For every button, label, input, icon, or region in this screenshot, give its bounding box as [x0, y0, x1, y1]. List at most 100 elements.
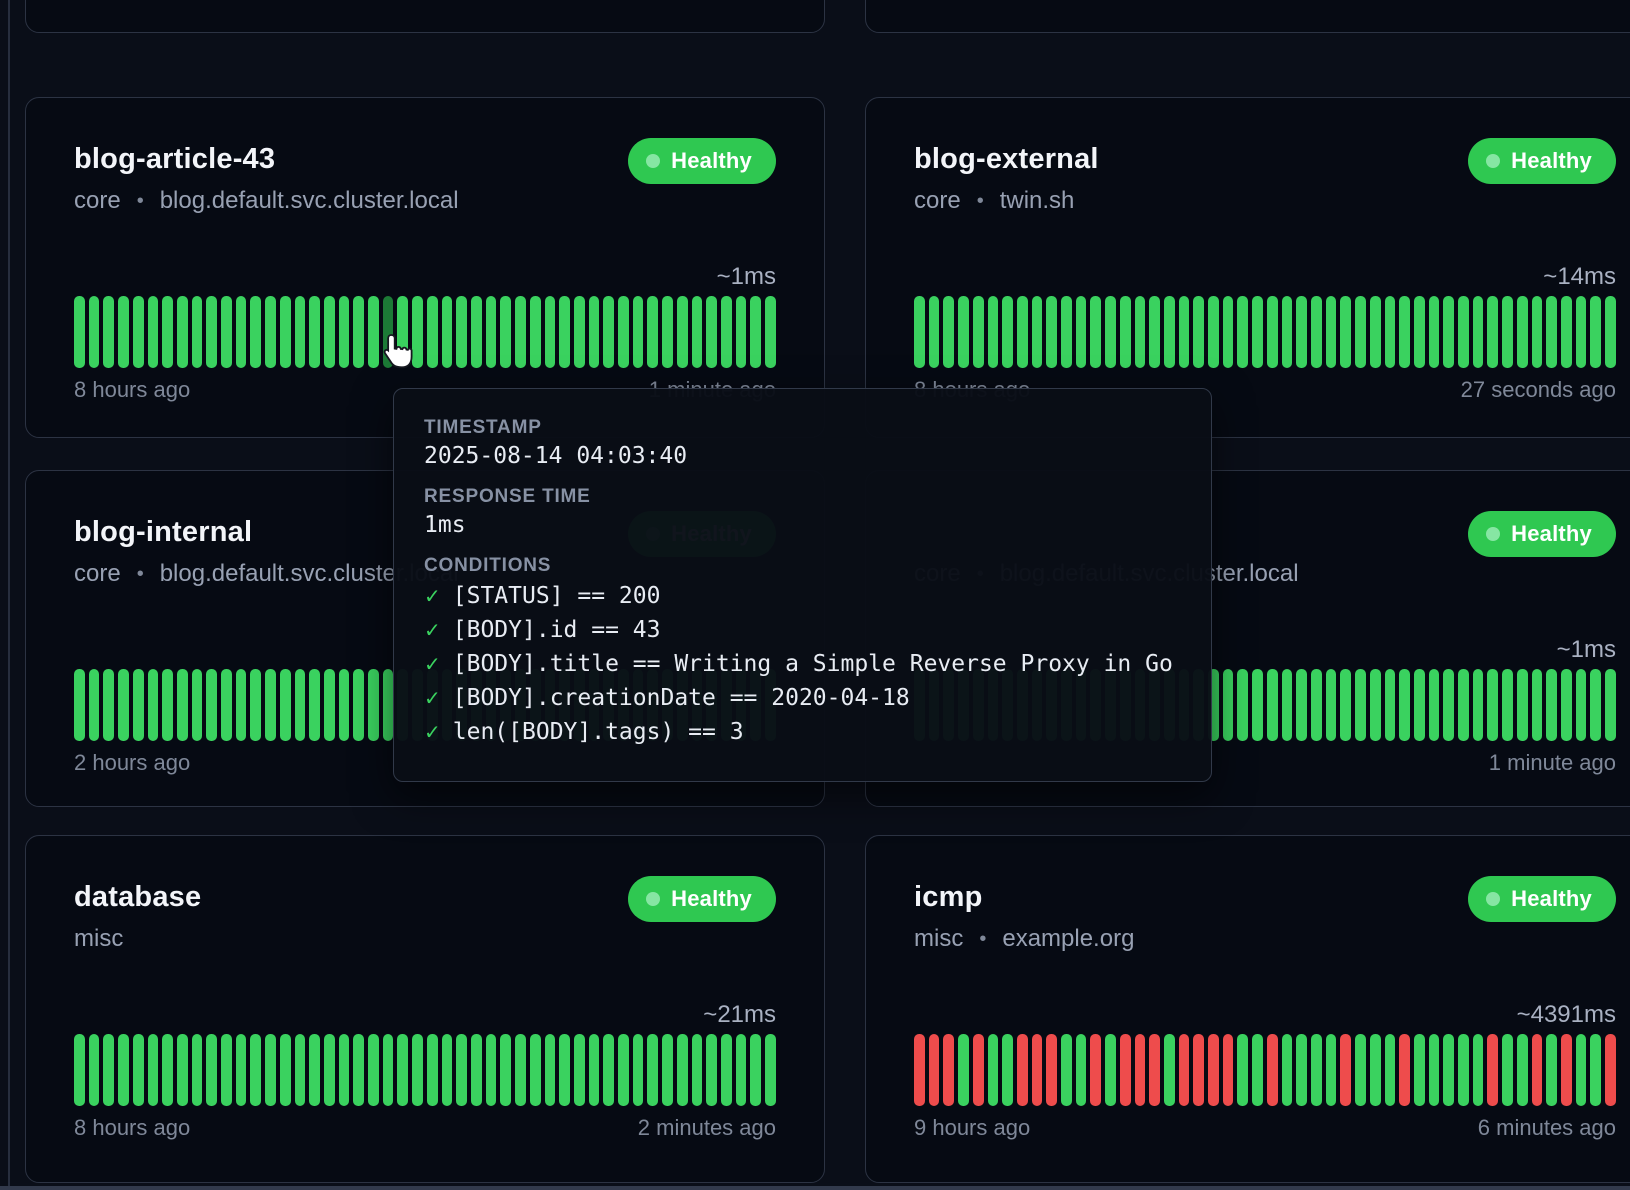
timeline-bar[interactable]: [236, 1034, 247, 1106]
timeline-bar[interactable]: [309, 296, 320, 368]
timeline-bar[interactable]: [280, 669, 291, 741]
timeline-bar[interactable]: [177, 669, 188, 741]
timeline-bar[interactable]: [1385, 669, 1396, 741]
timeline-bar[interactable]: [1326, 669, 1337, 741]
timeline-bar[interactable]: [574, 1034, 585, 1106]
timeline-bar[interactable]: [1576, 296, 1587, 368]
timeline-bar[interactable]: [1576, 669, 1587, 741]
timeline-bar[interactable]: [1223, 1034, 1234, 1106]
timeline-bar[interactable]: [1164, 296, 1175, 368]
timeline-bar[interactable]: [486, 296, 497, 368]
timeline-bar[interactable]: [442, 1034, 453, 1106]
timeline-bar[interactable]: [280, 1034, 291, 1106]
timeline-bar[interactable]: [1532, 669, 1543, 741]
timeline-bar[interactable]: [456, 1034, 467, 1106]
timeline-bar[interactable]: [662, 296, 673, 368]
timeline-bar[interactable]: [1032, 296, 1043, 368]
timeline-bar[interactable]: [412, 1034, 423, 1106]
timeline-bar[interactable]: [1576, 1034, 1587, 1106]
timeline-bar[interactable]: [74, 1034, 85, 1106]
timeline-bar[interactable]: [914, 296, 925, 368]
timeline-bar[interactable]: [250, 296, 261, 368]
timeline-bar[interactable]: [1414, 1034, 1425, 1106]
timeline-bar[interactable]: [103, 669, 114, 741]
timeline-bar[interactable]: [1311, 669, 1322, 741]
timeline-bar[interactable]: [929, 1034, 940, 1106]
timeline-bar[interactable]: [633, 296, 644, 368]
timeline-bar[interactable]: [1149, 296, 1160, 368]
timeline-bar[interactable]: [1090, 1034, 1101, 1106]
timeline-bar[interactable]: [1252, 296, 1263, 368]
timeline-bar[interactable]: [500, 1034, 511, 1106]
timeline-bar[interactable]: [1046, 1034, 1057, 1106]
timeline-bar[interactable]: [74, 669, 85, 741]
timeline-bar[interactable]: [1296, 669, 1307, 741]
timeline-bar[interactable]: [1487, 669, 1498, 741]
timeline-bar[interactable]: [1208, 296, 1219, 368]
timeline-bar[interactable]: [250, 669, 261, 741]
timeline-bar[interactable]: [1561, 296, 1572, 368]
timeline-bar[interactable]: [1017, 1034, 1028, 1106]
timeline-bar[interactable]: [133, 1034, 144, 1106]
timeline-bar[interactable]: [265, 1034, 276, 1106]
timeline-bar[interactable]: [677, 1034, 688, 1106]
timeline-bar[interactable]: [148, 296, 159, 368]
timeline-bar[interactable]: [236, 296, 247, 368]
timeline-bar[interactable]: [589, 1034, 600, 1106]
timeline-bar[interactable]: [530, 1034, 541, 1106]
timeline-bar[interactable]: [765, 1034, 776, 1106]
timeline-bar[interactable]: [133, 669, 144, 741]
timeline-bar[interactable]: [1076, 1034, 1087, 1106]
timeline-bar[interactable]: [647, 1034, 658, 1106]
timeline-bar[interactable]: [383, 1034, 394, 1106]
timeline-bar[interactable]: [1502, 296, 1513, 368]
timeline-bar[interactable]: [1532, 296, 1543, 368]
timeline-bar[interactable]: [1282, 1034, 1293, 1106]
timeline-bar[interactable]: [206, 669, 217, 741]
timeline-bar[interactable]: [574, 296, 585, 368]
timeline-bar[interactable]: [530, 296, 541, 368]
timeline-bar[interactable]: [1061, 1034, 1072, 1106]
timeline-bar[interactable]: [368, 1034, 379, 1106]
timeline-bar[interactable]: [1032, 1034, 1043, 1106]
timeline-bar[interactable]: [177, 1034, 188, 1106]
timeline-bar[interactable]: [295, 296, 306, 368]
endpoint-card[interactable]: blog-external core • twin.sh Healthy ~14…: [865, 97, 1630, 438]
timeline-bar[interactable]: [1002, 1034, 1013, 1106]
timeline-bar[interactable]: [206, 296, 217, 368]
timeline-bar[interactable]: [1135, 1034, 1146, 1106]
timeline-bar[interactable]: [1326, 296, 1337, 368]
timeline-bar[interactable]: [324, 1034, 335, 1106]
timeline-bar[interactable]: [1561, 1034, 1572, 1106]
timeline-bar[interactable]: [324, 296, 335, 368]
timeline-bar[interactable]: [1237, 296, 1248, 368]
timeline-bar[interactable]: [1370, 296, 1381, 368]
timeline-bar[interactable]: [339, 296, 350, 368]
timeline-bar[interactable]: [647, 296, 658, 368]
timeline-bar[interactable]: [1517, 1034, 1528, 1106]
timeline-bar[interactable]: [1326, 1034, 1337, 1106]
timeline-bar[interactable]: [1311, 1034, 1322, 1106]
timeline-bar[interactable]: [192, 669, 203, 741]
timeline-bar[interactable]: [1076, 296, 1087, 368]
timeline-bar[interactable]: [118, 1034, 129, 1106]
timeline-bar[interactable]: [177, 296, 188, 368]
timeline-bar[interactable]: [1502, 1034, 1513, 1106]
timeline-bar[interactable]: [603, 1034, 614, 1106]
timeline-bar[interactable]: [545, 1034, 556, 1106]
timeline-bar[interactable]: [1399, 296, 1410, 368]
timeline-bar[interactable]: [427, 296, 438, 368]
timeline-bar[interactable]: [1429, 1034, 1440, 1106]
timeline-bar[interactable]: [988, 1034, 999, 1106]
timeline-bar[interactable]: [1267, 669, 1278, 741]
timeline-bar[interactable]: [1443, 1034, 1454, 1106]
timeline-bar[interactable]: [1399, 669, 1410, 741]
timeline-bar[interactable]: [958, 296, 969, 368]
timeline-bar[interactable]: [221, 669, 232, 741]
timeline-bar[interactable]: [736, 296, 747, 368]
timeline-bar[interactable]: [1237, 669, 1248, 741]
timeline-bar[interactable]: [471, 296, 482, 368]
timeline-bar[interactable]: [618, 1034, 629, 1106]
timeline-bar[interactable]: [295, 1034, 306, 1106]
timeline-bar[interactable]: [1605, 669, 1616, 741]
